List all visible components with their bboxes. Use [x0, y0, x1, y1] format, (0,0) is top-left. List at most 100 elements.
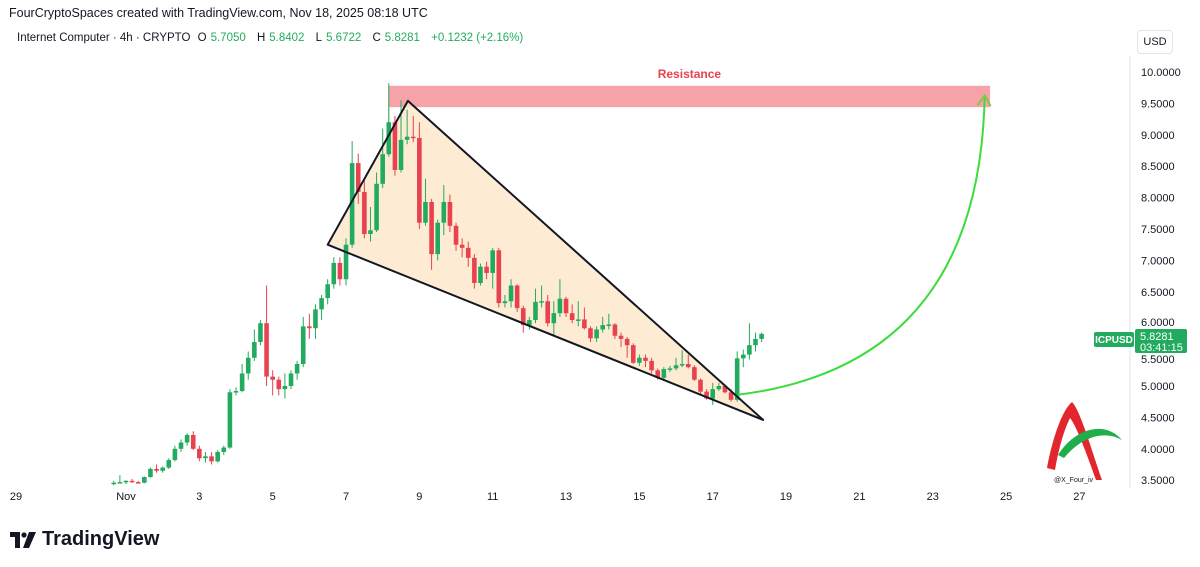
candle-body — [190, 434, 196, 449]
candle-body — [685, 364, 691, 368]
candle-body — [679, 364, 685, 366]
falling-wedge-outline — [326, 99, 765, 421]
x-tick-label: 11 — [487, 491, 498, 503]
candle-body — [520, 308, 526, 326]
symbol-name[interactable]: Internet Computer · 4h · CRYPTO — [17, 32, 191, 44]
x-tick-label: Nov — [116, 491, 136, 503]
candle-body — [569, 313, 575, 321]
candle-body — [294, 364, 300, 374]
candle-body — [447, 201, 453, 226]
candle-body — [667, 368, 673, 370]
candle-body — [594, 329, 599, 339]
candle-body — [692, 367, 697, 380]
candle-body — [673, 365, 679, 369]
x-tick-label: 25 — [1000, 491, 1012, 503]
x-tick-label: 7 — [343, 491, 349, 503]
candle-body — [148, 468, 153, 478]
candle-body — [527, 320, 532, 326]
candle-body — [740, 354, 746, 359]
candle-body — [496, 250, 502, 304]
drawings-front — [326, 93, 992, 421]
y-tick-label: 8.0000 — [1141, 193, 1175, 205]
candle-body — [233, 391, 239, 393]
candle-body — [245, 357, 251, 374]
candle-body — [465, 247, 471, 258]
close-value: 5.8281 — [384, 32, 420, 44]
candle-body — [533, 301, 538, 321]
candle-body — [160, 467, 165, 471]
candle-body — [728, 392, 734, 400]
candle-body — [661, 369, 667, 378]
y-tick-label: 5.0000 — [1141, 381, 1175, 393]
candle-body — [380, 154, 385, 184]
candle-body — [404, 136, 410, 140]
candle-body — [722, 386, 728, 393]
tradingview-logo[interactable]: TradingView — [10, 528, 159, 551]
logo-a-shape — [1047, 402, 1102, 480]
candle-body — [227, 392, 233, 448]
candle-body — [129, 480, 135, 483]
candle-body — [655, 370, 661, 378]
candle-body — [734, 358, 740, 400]
low-label: L — [315, 32, 323, 44]
x-tick-label: 21 — [853, 491, 865, 503]
candle-body — [575, 319, 581, 321]
candle-body — [630, 345, 636, 363]
change-value: +0.1232 (+2.16%) — [431, 32, 524, 44]
candle-body — [331, 262, 337, 285]
low-field: L 5.6722 — [316, 32, 366, 44]
candle-body — [704, 391, 709, 399]
x-tick-label: 23 — [927, 491, 939, 503]
candle-body — [759, 333, 764, 339]
symbol-tag-bg — [1094, 332, 1134, 347]
candle-body — [423, 201, 428, 223]
x-tick-label: 29 — [10, 491, 22, 503]
candle-body — [184, 434, 190, 443]
candle-body — [557, 298, 563, 314]
currency-button[interactable]: USD — [1137, 30, 1173, 54]
candle-body — [429, 201, 434, 255]
candle-body — [710, 389, 716, 399]
resistance-zone — [388, 85, 991, 108]
candle-body — [459, 244, 465, 248]
y-tick-label: 5.5000 — [1141, 354, 1175, 366]
candle-body — [276, 379, 282, 390]
candle-body — [637, 357, 642, 363]
candle-body — [649, 360, 654, 371]
candle-body — [539, 301, 544, 303]
candle-body — [441, 201, 447, 223]
candle-body — [172, 448, 178, 461]
candle-body — [325, 284, 330, 299]
close-field: C 5.8281 — [372, 32, 424, 44]
candle-body — [747, 345, 752, 355]
x-tick-label: 19 — [780, 491, 792, 503]
x-tick-label: 15 — [633, 491, 645, 503]
falling-wedge-fill — [327, 100, 764, 420]
candle-body — [209, 456, 214, 462]
candle-body — [264, 323, 269, 377]
candle-body — [612, 324, 618, 336]
open-field: O 5.7050 — [198, 32, 250, 44]
open-value: 5.7050 — [210, 32, 246, 44]
candle-body — [588, 328, 593, 339]
candle-body — [478, 266, 483, 284]
candle-body — [203, 456, 208, 459]
logo-swoosh — [1058, 428, 1122, 458]
resistance-label: Resistance — [658, 67, 722, 81]
candle-body — [166, 460, 172, 468]
candle-body — [551, 313, 557, 324]
high-value: 5.8402 — [269, 32, 305, 44]
candle-body — [111, 482, 117, 485]
x-tick-label: 3 — [196, 491, 202, 503]
candle-body — [392, 122, 398, 170]
price-tag-bg — [1135, 329, 1187, 353]
candle-body — [362, 191, 367, 235]
candle-body — [135, 482, 141, 484]
projection-arrowhead — [976, 93, 992, 107]
candle-body — [123, 480, 129, 483]
open-label: O — [197, 32, 207, 44]
candle-body — [313, 309, 318, 329]
candle-body — [349, 163, 355, 245]
candle-body — [117, 482, 123, 484]
